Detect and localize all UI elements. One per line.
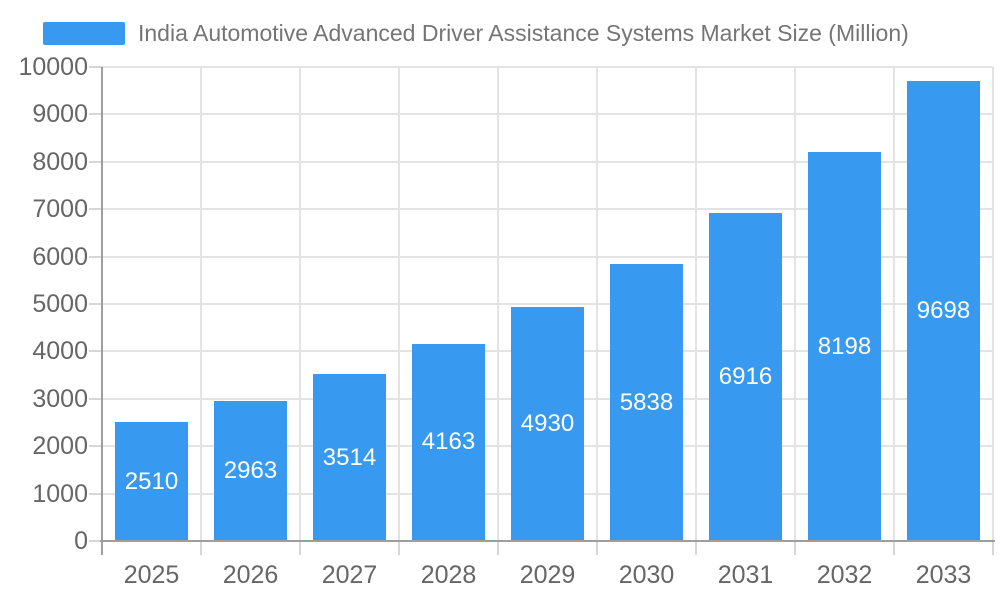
bar-value-label: 8198 (817, 332, 872, 360)
bar-value-label: 4163 (421, 428, 476, 456)
bar-value-label: 4930 (520, 410, 575, 438)
gridline-h (102, 160, 993, 163)
x-tick (596, 541, 598, 555)
x-axis-category-label: 2030 (618, 561, 675, 589)
bar-2032: 8198 (808, 152, 881, 541)
bar-2028: 4163 (412, 343, 485, 541)
x-axis-category-label: 2026 (222, 561, 279, 589)
gridline-h (102, 113, 993, 116)
x-axis-category-label: 2028 (420, 561, 477, 589)
gridline-v (992, 67, 994, 541)
x-tick (893, 541, 895, 555)
bar-2027: 3514 (313, 374, 386, 541)
y-axis-tick-label: 3000 (32, 384, 88, 413)
gridline-v (299, 67, 301, 541)
gridline-h (102, 303, 993, 305)
gridline-v (596, 67, 598, 541)
y-axis-tick-label: 10000 (18, 53, 88, 81)
gridline-h (102, 208, 993, 211)
bar-2025: 2510 (115, 422, 188, 541)
legend-swatch (43, 21, 125, 45)
y-axis-tick-label: 0 (74, 527, 88, 555)
x-axis-category-label: 2031 (717, 561, 774, 589)
x-axis-category-label: 2027 (321, 561, 378, 589)
y-tick (89, 160, 102, 163)
bar-value-label: 6916 (718, 363, 773, 391)
y-tick (89, 397, 102, 400)
x-tick (695, 541, 697, 555)
y-axis-line (101, 67, 103, 555)
x-tick (200, 541, 202, 555)
x-axis-category-label: 2025 (123, 561, 180, 589)
bar-2029: 4930 (511, 307, 584, 541)
y-axis-tick-label: 4000 (32, 337, 88, 366)
y-tick (89, 303, 102, 305)
bar-value-label: 3514 (322, 443, 377, 471)
y-axis-tick-label: 1000 (32, 479, 88, 508)
y-axis-tick-label: 7000 (32, 195, 88, 224)
gridline-v (893, 67, 895, 541)
bar-value-label: 2510 (124, 467, 179, 495)
y-tick (89, 208, 102, 211)
x-tick (992, 541, 994, 555)
gridline-v (200, 67, 202, 541)
gridline-v (398, 67, 400, 541)
y-axis-tick-label: 8000 (32, 147, 88, 176)
x-axis-line (100, 540, 995, 542)
y-axis-tick-label: 6000 (32, 242, 88, 271)
bar-value-label: 9698 (916, 297, 971, 325)
x-tick (497, 541, 499, 555)
gridline-v (497, 67, 499, 541)
y-tick (89, 350, 102, 353)
y-tick (89, 445, 102, 448)
x-tick (794, 541, 796, 555)
y-tick (89, 113, 102, 116)
bar-2031: 6916 (709, 213, 782, 541)
gridline-v (695, 67, 697, 541)
gridline-h (102, 255, 993, 258)
x-axis-category-label: 2032 (816, 561, 873, 589)
bar-2030: 5838 (610, 264, 683, 541)
bar-value-label: 5838 (619, 388, 674, 416)
y-axis-tick-label: 2000 (32, 432, 88, 461)
legend-label: India Automotive Advanced Driver Assista… (138, 20, 909, 46)
x-tick (398, 541, 400, 555)
x-axis-category-label: 2033 (915, 561, 972, 589)
y-tick (89, 255, 102, 258)
y-tick (89, 492, 102, 495)
gridline-h (102, 66, 993, 68)
bar-2026: 2963 (214, 400, 287, 541)
x-tick (299, 541, 301, 555)
y-axis-tick-label: 9000 (32, 100, 88, 129)
chart-legend[interactable]: India Automotive Advanced Driver Assista… (43, 19, 909, 47)
gridline-v (794, 67, 796, 541)
y-axis-tick-label: 5000 (32, 290, 88, 318)
y-tick (89, 66, 102, 68)
bar-2033: 9698 (907, 81, 980, 541)
bar-value-label: 2963 (223, 456, 278, 484)
x-axis-category-label: 2029 (519, 561, 576, 589)
y-tick (89, 540, 102, 542)
